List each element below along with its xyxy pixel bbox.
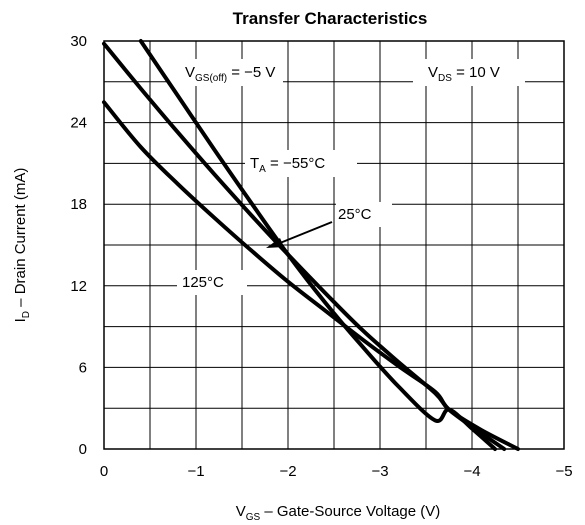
y-tick-label: 6 (79, 359, 87, 376)
y-tick-label: 0 (79, 441, 87, 458)
series-125c-curve (102, 100, 520, 451)
curves (102, 39, 520, 451)
x-axis-label: VGS – Gate-Source Voltage (V) (236, 503, 441, 523)
y-axis-label: ID – Drain Current (mA) (12, 168, 32, 323)
ta-label-bg (245, 150, 357, 177)
vgs-off-annotation: VGS(off) = −5 V (185, 64, 275, 84)
vds-label-bg (413, 59, 525, 86)
chart-title: Transfer Characteristics (233, 9, 428, 28)
x-tick-label: −3 (371, 463, 388, 480)
tick-labels: 0 −1 −2 −3 −4 −5 0 6 12 18 24 30 (70, 33, 572, 480)
y-tick-label: 24 (70, 115, 87, 132)
x-tick-label: −1 (187, 463, 204, 480)
t25-label-bg (336, 202, 392, 227)
y-tick-label: 18 (70, 196, 87, 213)
vgs-off-label-bg (170, 59, 283, 86)
plot-frame (103, 40, 565, 450)
series-25c-curve (102, 41, 507, 451)
ta-annotation: TA = −55°C (250, 155, 325, 175)
annotation-arrowhead (266, 238, 284, 248)
grid (104, 41, 564, 449)
y-tick-label: 12 (70, 278, 87, 295)
t125-annotation: 125°C (182, 274, 224, 291)
x-tick-label: −4 (463, 463, 480, 480)
t25-annotation: 25°C (338, 206, 372, 223)
x-tick-label: −2 (279, 463, 296, 480)
vds-annotation: VDS = 10 V (428, 64, 500, 84)
y-tick-label: 30 (70, 33, 87, 50)
t125-label-bg (177, 270, 247, 295)
x-tick-label: −5 (555, 463, 572, 480)
annotation-arrow-line (279, 221, 333, 244)
x-tick-label: 0 (100, 463, 108, 480)
